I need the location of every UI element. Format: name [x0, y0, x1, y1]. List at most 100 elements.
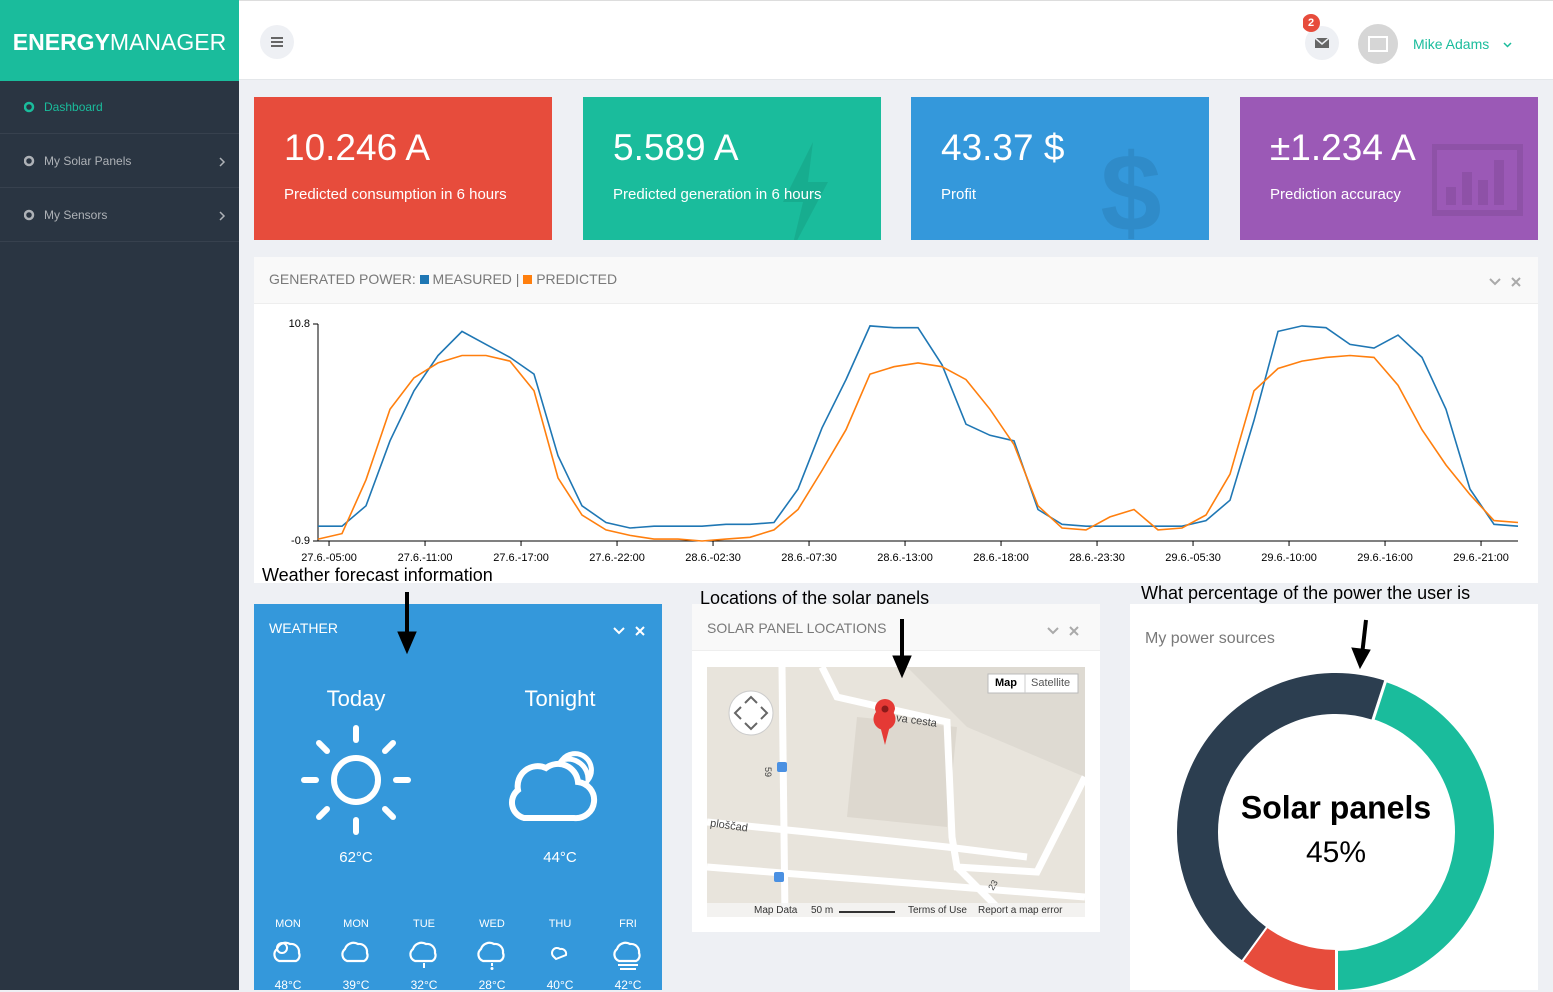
sidebar: Dashboard My Solar Panels My Sensors [0, 81, 239, 990]
donut-center-label: Solar panels [1241, 789, 1431, 825]
brand[interactable]: ENERGYMANAGER [0, 0, 239, 81]
x-tick-label: 29.6.-16:00 [1357, 552, 1413, 564]
card-icon [783, 142, 828, 240]
forecast-day: FRI [619, 918, 637, 930]
weather-temp: 44°C [543, 849, 577, 866]
weather-temp: 62°C [339, 849, 373, 866]
chart-title: GENERATED POWER: MEASURED | PREDICTED [269, 271, 617, 287]
x-tick-label: 27.6.-11:00 [398, 552, 453, 564]
forecast-temp: 40°C [546, 978, 574, 992]
forecast-icon [613, 941, 641, 970]
power-sources-title: My power sources [1145, 630, 1275, 647]
stat-card: 10.246 A Predicted consumption in 6 hours [254, 97, 552, 240]
map-footer[interactable]: Terms of Use [908, 905, 967, 916]
forecast-temp: 48°C [274, 978, 302, 992]
forecast-icon [551, 947, 568, 961]
x-tick-label: 28.6.-23:30 [1069, 552, 1125, 564]
forecast-temp: 32°C [410, 978, 438, 992]
forecast-temp: 39°C [342, 978, 370, 992]
mail-button[interactable] [1303, 13, 1343, 63]
nav-icon [24, 209, 35, 221]
sun-icon [301, 725, 411, 835]
legend-swatch [523, 275, 533, 284]
x-tick-label: 28.6.-07:30 [781, 552, 837, 564]
card-value: 10.246 A [284, 127, 431, 168]
weather-panel: WEATHER Today Tonight 62°C 44°C MON 48°C M… [254, 604, 662, 992]
annotation: What percentage of the power the user is [1141, 583, 1471, 603]
donut-segment [1175, 671, 1387, 963]
brand-bold: ENERGY [12, 29, 110, 55]
street-label: 59 [763, 766, 774, 778]
map-panel: SOLAR PANEL LOCATIONS Map Satellite Map … [692, 604, 1100, 932]
nav-item[interactable]: My Solar Panels [0, 135, 239, 188]
forecast-day: MON [275, 918, 301, 930]
panel-controls[interactable] [612, 624, 652, 638]
chart-panel: GENERATED POWER: MEASURED | PREDICTED 10… [254, 257, 1538, 583]
nav-chevron [219, 211, 226, 221]
line-series [317, 354, 1519, 542]
nav-chevron [219, 157, 226, 167]
cloud-moon-icon [509, 751, 598, 822]
forecast-temp: 28°C [478, 978, 506, 992]
card-icon: $ [1101, 142, 1162, 240]
panel-controls[interactable] [1046, 624, 1086, 638]
donut-segment [1334, 677, 1498, 990]
nav-item[interactable]: My Sensors [0, 189, 239, 242]
card-value: 5.589 A [613, 127, 739, 168]
user-name[interactable]: Mike Adams [1413, 36, 1490, 52]
forecast-day: MON [343, 918, 369, 930]
legend-swatch [419, 275, 429, 284]
map[interactable] [707, 667, 1085, 917]
x-tick-label: 27.6.-05:00 [301, 552, 357, 564]
stat-card: $43.37 $ Profit [911, 97, 1209, 240]
legend-label: MEASURED [432, 271, 512, 287]
nav-label: Dashboard [44, 100, 103, 114]
map-footer[interactable]: Report a map error [978, 905, 1063, 916]
chart-title-text: GENERATED POWER: [269, 271, 416, 287]
weather-period: Tonight [524, 686, 596, 711]
forecast-icon [341, 941, 369, 963]
x-tick-label: 27.6.-22:00 [589, 552, 645, 564]
x-tick-label: 28.6.-18:00 [973, 552, 1029, 564]
y-tick-label: -0.9 [291, 535, 310, 547]
legend-separator: | [515, 271, 520, 287]
stat-card: 5.589 A Predicted generation in 6 hours [583, 97, 881, 240]
x-tick-label: 29.6.-10:00 [1261, 552, 1317, 564]
nav-icon [24, 155, 35, 167]
nav-label: My Solar Panels [44, 154, 132, 168]
map-title: SOLAR PANEL LOCATIONS [707, 620, 887, 636]
card-label: Profit [941, 186, 977, 203]
user-caret [1503, 42, 1512, 48]
nav-icon [24, 101, 35, 113]
card-value: 43.37 $ [941, 127, 1065, 168]
card-value: ±1.234 A [1270, 127, 1416, 168]
weather-title: WEATHER [269, 620, 338, 636]
x-tick-label: 28.6.-02:30 [685, 552, 741, 564]
map-panel-header [692, 604, 1100, 651]
donut-center-value: 45% [1306, 836, 1366, 869]
chart-panel-header [254, 257, 1538, 304]
x-tick-label: 29.6.-05:30 [1165, 552, 1221, 564]
donut-chart: Solar panels 45% [1175, 671, 1498, 990]
weather-period: Today [326, 686, 386, 711]
map-button[interactable]: Map [995, 677, 1017, 689]
forecast-icon [477, 941, 505, 970]
line-chart: 10.8 -0.9 27.6.-05:00 27.6.-11:00 27.6.-17:0… [289, 318, 1519, 564]
nav-label: My Sensors [44, 208, 108, 222]
svg-text:$: $ [1101, 142, 1162, 240]
card-label: Predicted generation in 6 hours [613, 186, 822, 203]
forecast-day: WED [479, 918, 505, 930]
forecast-icon [273, 941, 301, 963]
panel-controls[interactable] [1488, 275, 1528, 289]
annotation: Locations of the solar panels [700, 588, 930, 608]
avatar[interactable] [1358, 24, 1398, 64]
map-button[interactable]: Satellite [1031, 677, 1071, 689]
forecast-temp: 42°C [614, 978, 642, 992]
nav-item[interactable]: Dashboard [0, 81, 239, 134]
card-icon [1432, 144, 1523, 216]
card-label: Predicted consumption in 6 hours [284, 186, 507, 203]
menu-toggle[interactable] [259, 24, 295, 60]
card-label: Prediction accuracy [1270, 186, 1401, 203]
map-footer[interactable]: Map Data [754, 905, 798, 916]
